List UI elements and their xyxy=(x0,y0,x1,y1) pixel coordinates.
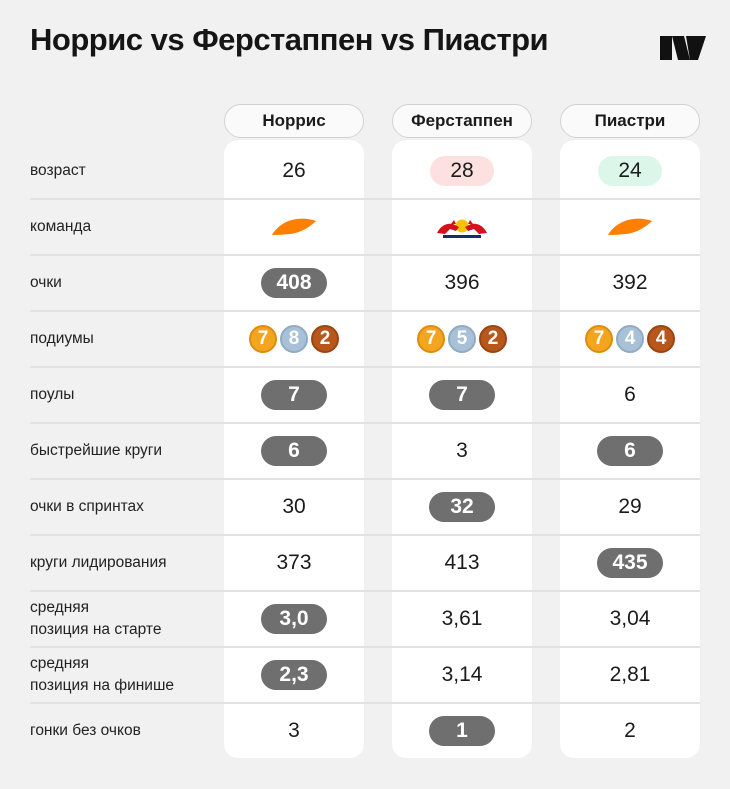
verstappen-sprint-points: 32 xyxy=(392,479,532,535)
row-divider xyxy=(30,422,700,424)
norris-age: 26 xyxy=(282,159,306,182)
label-avg-start-line2: позиция на старте xyxy=(30,621,162,638)
bronze-medal-icon: 4 xyxy=(647,325,675,353)
norris-avg-finish: 2,3 xyxy=(224,647,364,703)
piastri-avg-start: 3,04 xyxy=(609,607,651,630)
label-sprint-points: очки в спринтах xyxy=(30,498,144,515)
label-avg-finish-line2: позиция на финише xyxy=(30,677,175,694)
mclaren-logo-icon xyxy=(272,218,316,235)
verstappen-points: 396 xyxy=(444,271,480,294)
highlight-pill: 2,3 xyxy=(261,660,327,690)
mclaren-logo-icon xyxy=(608,218,652,235)
gold-medal-icon: 7 xyxy=(417,325,445,353)
row-divider xyxy=(30,254,700,256)
bronze-medal-icon: 2 xyxy=(311,325,339,353)
highlight-pill: 408 xyxy=(261,268,327,298)
piastri-avg-finish: 2,81 xyxy=(609,663,651,686)
highlight-pill: 32 xyxy=(429,492,495,522)
verstappen-podiums: 7 5 2 xyxy=(392,311,532,367)
publisher-logo-icon xyxy=(660,36,706,60)
norris-fastest-laps: 6 xyxy=(224,423,364,479)
red-bull-logo-icon xyxy=(437,219,487,238)
silver-medal-icon: 4 xyxy=(616,325,644,353)
piastri-age: 24 xyxy=(560,143,700,199)
row-divider xyxy=(30,646,700,648)
label-laps-led: круги лидирования xyxy=(30,554,167,571)
verstappen-poles: 7 xyxy=(392,367,532,423)
norris-podiums: 7 8 2 xyxy=(224,311,364,367)
row-divider xyxy=(30,198,700,200)
verstappen-avg-start: 3,61 xyxy=(441,607,483,630)
norris-avg-start: 3,0 xyxy=(224,591,364,647)
row-divider xyxy=(30,590,700,592)
verstappen-team xyxy=(392,199,532,255)
verstappen-laps-led: 413 xyxy=(444,551,480,574)
highlight-pill: 3,0 xyxy=(261,604,327,634)
highlight-pill: 7 xyxy=(429,380,495,410)
row-divider xyxy=(30,702,700,704)
verstappen-avg-finish: 3,14 xyxy=(441,663,483,686)
piastri-poles: 6 xyxy=(624,383,636,406)
label-team: команда xyxy=(30,218,92,235)
row-divider xyxy=(30,366,700,368)
piastri-sprint-points: 29 xyxy=(618,495,642,518)
age-youngest-pill: 24 xyxy=(598,156,662,186)
piastri-points: 392 xyxy=(612,271,648,294)
row-divider xyxy=(30,478,700,480)
row-divider xyxy=(30,310,700,312)
verstappen-age: 28 xyxy=(392,143,532,199)
piastri-team xyxy=(560,199,700,255)
label-no-points: гонки без очков xyxy=(30,722,141,739)
highlight-pill: 6 xyxy=(261,436,327,466)
piastri-fastest-laps: 6 xyxy=(560,423,700,479)
header-norris: Норрис xyxy=(224,104,364,138)
gold-medal-icon: 7 xyxy=(249,325,277,353)
piastri-laps-led: 435 xyxy=(560,535,700,591)
norris-team xyxy=(224,199,364,255)
norris-no-points: 3 xyxy=(288,719,300,742)
row-divider xyxy=(30,534,700,536)
header-piastri: Пиастри xyxy=(560,104,700,138)
label-avg-start-line1: средняя xyxy=(30,599,90,616)
label-poles: поулы xyxy=(30,386,75,403)
norris-sprint-points: 30 xyxy=(282,495,306,518)
highlight-pill: 1 xyxy=(429,716,495,746)
label-points: очки xyxy=(30,274,62,291)
column-verstappen xyxy=(392,140,532,758)
highlight-pill: 6 xyxy=(597,436,663,466)
age-oldest-pill: 28 xyxy=(430,156,494,186)
label-avg-start: средняя позиция на старте xyxy=(30,591,210,647)
norris-laps-led: 373 xyxy=(276,551,312,574)
label-age: возраст xyxy=(30,162,86,179)
bronze-medal-icon: 2 xyxy=(479,325,507,353)
label-podiums: подиумы xyxy=(30,330,94,347)
verstappen-no-points: 1 xyxy=(392,703,532,759)
gold-medal-icon: 7 xyxy=(585,325,613,353)
piastri-podiums: 7 4 4 xyxy=(560,311,700,367)
norris-points: 408 xyxy=(224,255,364,311)
silver-medal-icon: 5 xyxy=(448,325,476,353)
norris-poles: 7 xyxy=(224,367,364,423)
label-avg-finish-line1: средняя xyxy=(30,655,90,672)
silver-medal-icon: 8 xyxy=(280,325,308,353)
highlight-pill: 435 xyxy=(597,548,663,578)
highlight-pill: 7 xyxy=(261,380,327,410)
verstappen-fastest-laps: 3 xyxy=(456,439,468,462)
header-verstappen: Ферстаппен xyxy=(392,104,532,138)
label-avg-finish: средняя позиция на финише xyxy=(30,647,210,703)
piastri-no-points: 2 xyxy=(624,719,636,742)
page-title: Норрис vs Ферстаппен vs Пиастри xyxy=(30,22,549,57)
label-fastest-laps: быстрейшие круги xyxy=(30,442,163,459)
